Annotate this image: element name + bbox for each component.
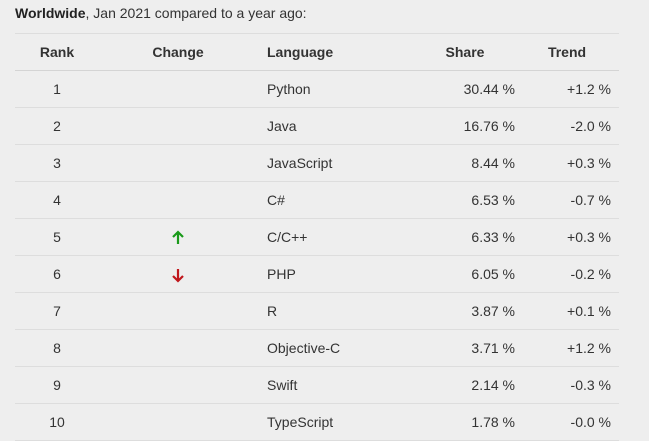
share-cell: 8.44 % (415, 144, 515, 182)
trend-cell: -0.3 % (515, 366, 619, 404)
header-trend: Trend (515, 33, 619, 71)
share-cell: 3.71 % (415, 329, 515, 367)
language-cell: C# (257, 181, 415, 219)
table-row: 2 Java 16.76 % -2.0 % (15, 107, 619, 145)
trend-cell: +0.3 % (515, 144, 619, 182)
up-arrow-icon (170, 230, 186, 246)
change-cell (99, 329, 257, 367)
trend-cell: +1.2 % (515, 70, 619, 108)
rank-cell: 1 (15, 70, 99, 108)
table-row: 10 TypeScript 1.78 % -0.0 % (15, 403, 619, 441)
share-cell: 1.78 % (415, 403, 515, 441)
change-cell (99, 144, 257, 182)
change-cell (99, 366, 257, 404)
table-body: 1 Python 30.44 % +1.2 % 2 Java 16.76 % -2.0 % 3 J… (15, 70, 619, 441)
language-cell: Java (257, 107, 415, 145)
table-row: 5 C/C++ 6.33 % +0.3 % (15, 218, 619, 256)
header-change: Change (99, 33, 257, 71)
language-ranking-table: Rank Change Language Share Trend 1 Python… (15, 33, 619, 441)
table-row: 1 Python 30.44 % +1.2 % (15, 70, 619, 108)
table-header-row: Rank Change Language Share Trend (15, 33, 619, 71)
change-cell (99, 403, 257, 441)
language-cell: Objective-C (257, 329, 415, 367)
rank-cell: 10 (15, 403, 99, 441)
share-cell: 6.53 % (415, 181, 515, 219)
table-row: 9 Swift 2.14 % -0.3 % (15, 366, 619, 404)
share-cell: 16.76 % (415, 107, 515, 145)
trend-cell: -2.0 % (515, 107, 619, 145)
trend-cell: -0.7 % (515, 181, 619, 219)
trend-cell: +0.1 % (515, 292, 619, 330)
rank-cell: 2 (15, 107, 99, 145)
header-language: Language (257, 33, 415, 71)
share-cell: 2.14 % (415, 366, 515, 404)
table-row: 7 R 3.87 % +0.1 % (15, 292, 619, 330)
rank-cell: 3 (15, 144, 99, 182)
down-arrow-icon (170, 267, 186, 283)
rank-cell: 7 (15, 292, 99, 330)
trend-cell: -0.2 % (515, 255, 619, 293)
share-cell: 6.05 % (415, 255, 515, 293)
trend-cell: +0.3 % (515, 218, 619, 256)
share-cell: 3.87 % (415, 292, 515, 330)
rank-cell: 9 (15, 366, 99, 404)
language-cell: TypeScript (257, 403, 415, 441)
change-cell (99, 70, 257, 108)
change-cell (99, 181, 257, 219)
rank-cell: 6 (15, 255, 99, 293)
language-cell: C/C++ (257, 218, 415, 256)
header-rank: Rank (15, 33, 99, 71)
trend-cell: -0.0 % (515, 403, 619, 441)
rank-cell: 4 (15, 181, 99, 219)
header-share: Share (415, 33, 515, 71)
caption-region: Worldwide (15, 5, 86, 21)
change-cell (99, 218, 257, 256)
table-row: 8 Objective-C 3.71 % +1.2 % (15, 329, 619, 367)
language-cell: Python (257, 70, 415, 108)
language-cell: JavaScript (257, 144, 415, 182)
change-cell (99, 255, 257, 293)
rank-cell: 8 (15, 329, 99, 367)
change-cell (99, 292, 257, 330)
table-row: 3 JavaScript 8.44 % +0.3 % (15, 144, 619, 182)
language-cell: PHP (257, 255, 415, 293)
table-caption: Worldwide, Jan 2021 compared to a year a… (15, 5, 307, 22)
share-cell: 30.44 % (415, 70, 515, 108)
caption-text: , Jan 2021 compared to a year ago: (85, 5, 307, 21)
share-cell: 6.33 % (415, 218, 515, 256)
table-row: 6 PHP 6.05 % -0.2 % (15, 255, 619, 293)
table-row: 4 C# 6.53 % -0.7 % (15, 181, 619, 219)
language-cell: Swift (257, 366, 415, 404)
rank-cell: 5 (15, 218, 99, 256)
trend-cell: +1.2 % (515, 329, 619, 367)
change-cell (99, 107, 257, 145)
language-cell: R (257, 292, 415, 330)
